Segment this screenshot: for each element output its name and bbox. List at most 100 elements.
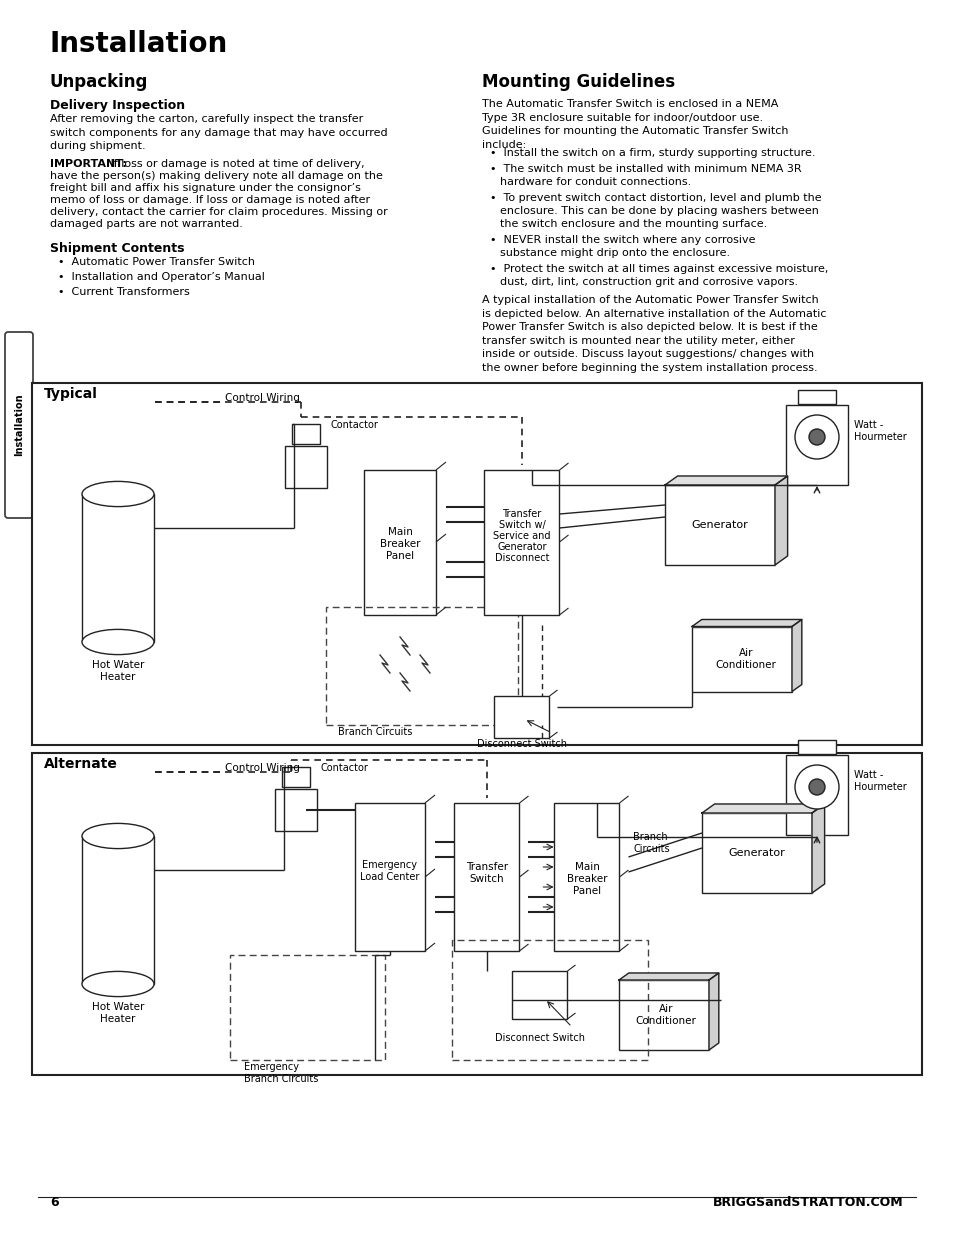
- Text: Disconnect Switch: Disconnect Switch: [495, 1032, 584, 1044]
- Circle shape: [808, 429, 824, 445]
- Text: Breaker: Breaker: [379, 538, 420, 550]
- Text: Conditioner: Conditioner: [635, 1016, 696, 1026]
- Text: Service and: Service and: [493, 531, 550, 541]
- Bar: [494, 697, 549, 739]
- Text: the switch enclosure and the mounting surface.: the switch enclosure and the mounting su…: [499, 219, 766, 228]
- Text: Watt -: Watt -: [853, 420, 882, 430]
- Bar: [798, 740, 835, 755]
- Ellipse shape: [82, 824, 153, 848]
- Text: enclosure. This can be done by placing washers between: enclosure. This can be done by placing w…: [499, 206, 818, 216]
- Text: BRIGGSandSTRATTON.COM: BRIGGSandSTRATTON.COM: [713, 1197, 903, 1209]
- Bar: [452, 940, 647, 1060]
- Text: freight bill and affix his signature under the consignor’s: freight bill and affix his signature und…: [50, 183, 360, 193]
- Text: Air: Air: [738, 648, 753, 658]
- Text: Installation: Installation: [14, 394, 24, 456]
- Bar: [82, 494, 153, 642]
- Text: IMPORTANT:: IMPORTANT:: [50, 159, 127, 169]
- Bar: [32, 753, 921, 1074]
- Text: Control Wiring: Control Wiring: [225, 763, 299, 773]
- Bar: [512, 971, 567, 1019]
- Circle shape: [808, 779, 824, 795]
- Text: Control Wiring: Control Wiring: [225, 393, 299, 403]
- Text: Generator: Generator: [691, 520, 747, 530]
- Text: Main: Main: [387, 527, 412, 537]
- Bar: [82, 836, 153, 984]
- Text: damaged parts are not warranted.: damaged parts are not warranted.: [50, 219, 243, 228]
- Text: Conditioner: Conditioner: [715, 659, 776, 671]
- Text: Heater: Heater: [100, 1014, 135, 1024]
- Text: •  Automatic Power Transfer Switch: • Automatic Power Transfer Switch: [58, 257, 254, 267]
- Text: Branch Circuits: Branch Circuits: [244, 1074, 318, 1084]
- Text: Hot Water: Hot Water: [91, 1002, 144, 1011]
- Polygon shape: [791, 620, 801, 692]
- Text: Load Center: Load Center: [360, 872, 419, 882]
- Bar: [785, 755, 847, 835]
- Text: Transfer: Transfer: [502, 509, 541, 519]
- Text: dust, dirt, lint, construction grit and corrosive vapors.: dust, dirt, lint, construction grit and …: [499, 277, 798, 287]
- Polygon shape: [618, 973, 718, 981]
- Polygon shape: [774, 475, 787, 564]
- Bar: [785, 405, 847, 485]
- Text: Heater: Heater: [100, 672, 135, 682]
- Text: Emergency: Emergency: [244, 1062, 298, 1072]
- Bar: [691, 626, 791, 692]
- Text: Installation: Installation: [50, 30, 228, 58]
- Text: If loss or damage is noted at time of delivery,: If loss or damage is noted at time of de…: [107, 159, 364, 169]
- Text: •  Install the switch on a firm, sturdy supporting structure.: • Install the switch on a firm, sturdy s…: [490, 148, 815, 158]
- Text: Switch w/: Switch w/: [498, 520, 545, 530]
- Text: Panel: Panel: [573, 885, 600, 897]
- Text: Hot Water: Hot Water: [91, 659, 144, 671]
- Text: Hourmeter: Hourmeter: [853, 782, 905, 792]
- Text: Main: Main: [574, 862, 598, 872]
- Bar: [798, 390, 835, 404]
- Text: •  Installation and Operator’s Manual: • Installation and Operator’s Manual: [58, 272, 265, 282]
- Ellipse shape: [82, 482, 153, 506]
- Text: Shipment Contents: Shipment Contents: [50, 242, 184, 254]
- Text: •  Protect the switch at all times against excessive moisture,: • Protect the switch at all times agains…: [490, 264, 827, 274]
- Bar: [285, 446, 327, 488]
- Text: Generator: Generator: [497, 542, 546, 552]
- Text: 6: 6: [50, 1197, 58, 1209]
- FancyBboxPatch shape: [5, 332, 33, 517]
- Text: substance might drip onto the enclosure.: substance might drip onto the enclosure.: [499, 248, 729, 258]
- Text: have the person(s) making delivery note all damage on the: have the person(s) making delivery note …: [50, 170, 382, 182]
- Polygon shape: [664, 475, 787, 485]
- Circle shape: [794, 764, 838, 809]
- Polygon shape: [708, 973, 718, 1050]
- Text: Watt -: Watt -: [853, 769, 882, 781]
- Ellipse shape: [82, 972, 153, 997]
- Bar: [274, 789, 316, 831]
- Text: Typical: Typical: [44, 387, 98, 401]
- Polygon shape: [811, 804, 823, 893]
- Bar: [454, 803, 519, 951]
- Text: Switch: Switch: [469, 874, 504, 884]
- Text: •  The switch must be installed with minimum NEMA 3R: • The switch must be installed with mini…: [490, 164, 801, 174]
- Text: Breaker: Breaker: [566, 874, 607, 884]
- Text: delivery, contact the carrier for claim procedures. Missing or: delivery, contact the carrier for claim …: [50, 207, 387, 217]
- Bar: [618, 981, 708, 1050]
- Bar: [282, 767, 310, 787]
- Bar: [355, 803, 424, 951]
- Circle shape: [794, 415, 838, 459]
- Bar: [326, 606, 517, 725]
- Polygon shape: [691, 620, 801, 626]
- Bar: [292, 424, 319, 445]
- Text: Unpacking: Unpacking: [50, 73, 149, 91]
- Text: A typical installation of the Automatic Power Transfer Switch
is depicted below.: A typical installation of the Automatic …: [481, 295, 825, 373]
- Text: Circuits: Circuits: [633, 844, 669, 853]
- Text: Alternate: Alternate: [44, 757, 118, 771]
- Text: Contactor: Contactor: [320, 763, 369, 773]
- Text: After removing the carton, carefully inspect the transfer
switch components for : After removing the carton, carefully ins…: [50, 114, 387, 151]
- Bar: [484, 469, 558, 615]
- Text: memo of loss or damage. If loss or damage is noted after: memo of loss or damage. If loss or damag…: [50, 195, 370, 205]
- Text: Mounting Guidelines: Mounting Guidelines: [481, 73, 675, 91]
- Text: Disconnect: Disconnect: [495, 553, 549, 563]
- Bar: [664, 485, 774, 564]
- Text: The Automatic Transfer Switch is enclosed in a NEMA
Type 3R enclosure suitable f: The Automatic Transfer Switch is enclose…: [481, 99, 788, 149]
- Text: Transfer: Transfer: [465, 862, 508, 872]
- Bar: [230, 955, 385, 1060]
- Text: Panel: Panel: [386, 551, 414, 561]
- Text: •  Current Transformers: • Current Transformers: [58, 287, 190, 296]
- Text: •  To prevent switch contact distortion, level and plumb the: • To prevent switch contact distortion, …: [490, 193, 821, 203]
- Text: Delivery Inspection: Delivery Inspection: [50, 99, 185, 112]
